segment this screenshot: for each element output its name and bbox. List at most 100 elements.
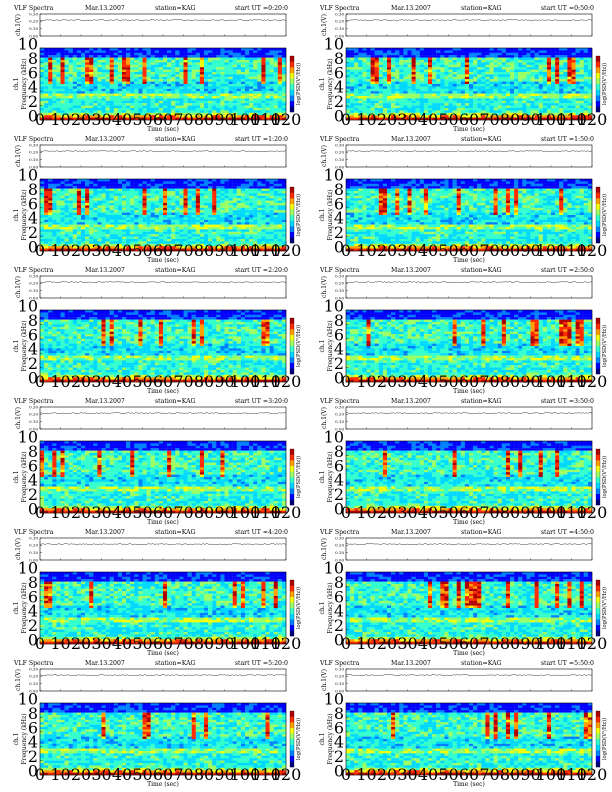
panel-station: station=KAG	[155, 267, 196, 274]
waveform-ytick: 0.10	[335, 681, 344, 686]
panel-header: VLF Spectra Mar.13.2007 station=KAG start U…	[13, 5, 288, 12]
panel-date: Mar.13.2007	[391, 660, 431, 667]
panel-start-time: start UT =5:20:0	[235, 660, 288, 667]
spectrogram-ytick: 0	[334, 500, 344, 519]
panel-date: Mar.13.2007	[85, 529, 125, 536]
colorbar-label: log(PSD(V²/Hz))	[601, 325, 608, 367]
spectrogram-xtick: 20	[71, 634, 91, 653]
spectrogram-xtick: 90	[214, 372, 234, 391]
waveform-ytick: 0.30	[335, 535, 344, 540]
spectrogram-xtick: 50	[438, 765, 458, 784]
spectrogram-xtick: 90	[520, 110, 540, 129]
spectrogram-xtick: 90	[520, 241, 540, 260]
spectrogram-xtick: 80	[194, 765, 214, 784]
spectrogram-ytick: 2	[334, 223, 344, 242]
spectrogram-xtick: 40	[418, 241, 438, 260]
spectrogram-ytick: 8	[28, 704, 38, 723]
waveform-line	[39, 412, 286, 415]
colorbar: log(PSD(V²/Hz))	[289, 186, 302, 244]
spectrogram-xtick: 60	[153, 241, 173, 260]
spectrogram-ytick: 6	[28, 718, 38, 737]
spectrogram-xtick: 70	[479, 503, 499, 522]
waveform-line	[39, 674, 287, 677]
colorbar: log(PSD(V²/Hz))	[289, 317, 302, 375]
spectrogram-xtick: 60	[153, 634, 173, 653]
waveform-ytick: 0.30	[335, 273, 344, 278]
spectrogram-xtick: 0	[341, 765, 351, 784]
spectrogram-ytick: 2	[334, 485, 344, 504]
waveform-ytick: 0.20	[29, 19, 38, 24]
spectrogram-ytick: 4	[334, 340, 344, 359]
panel-station: station=KAG	[155, 136, 196, 143]
spectrogram-ytick: 4	[28, 602, 38, 621]
spectrogram-xtick: 70	[173, 503, 193, 522]
spectrogram-xtick: 90	[520, 634, 540, 653]
spectrogram-xtick: 100	[230, 634, 261, 653]
spectrogram-xtick: 60	[459, 765, 479, 784]
spectrogram-xtick: 110	[250, 372, 281, 391]
spectrogram-xtick: 40	[418, 503, 438, 522]
spectrogram-xtick: 110	[250, 241, 281, 260]
spectrogram-heatmap	[40, 441, 287, 514]
waveform-line	[345, 150, 592, 153]
spectrogram-xtick: 0	[35, 110, 45, 129]
spectrogram-xtick: 120	[271, 765, 302, 784]
spectrogram-ytick: 2	[334, 354, 344, 373]
spectrogram-xtick: 40	[112, 110, 132, 129]
spectrogram-xtick: 60	[459, 634, 479, 653]
colorbar-label: log(PSD(V²/Hz))	[601, 718, 608, 760]
waveform-strip: ch.1(V) 0.00 0.10 0.20 0.30	[15, 666, 287, 693]
panel-station: station=KAG	[461, 529, 502, 536]
spectrogram-ytick: 8	[334, 573, 344, 592]
spectrogram-xtick: 110	[556, 241, 587, 260]
spectrogram-xlabel: Time (sec)	[147, 781, 179, 788]
spectrogram-ytick: 10	[18, 297, 38, 316]
spectrogram-ytick: 6	[28, 63, 38, 82]
spectrogram-xtick: 70	[479, 372, 499, 391]
panel-station: station=KAG	[155, 5, 196, 12]
panel-start-time: start UT =0:20:0	[235, 5, 288, 12]
spectrogram-xtick: 30	[397, 110, 417, 129]
colorbar-label: log(PSD(V²/Hz))	[295, 456, 302, 498]
spectrogram-xtick: 80	[500, 110, 520, 129]
spectrogram-xtick: 70	[173, 241, 193, 260]
spectrogram-xtick: 20	[71, 372, 91, 391]
waveform-ytick: 0.20	[335, 543, 344, 548]
spectrogram-xtick: 10	[356, 503, 376, 522]
spectrogram-ylabel-channel: ch.1	[13, 471, 20, 484]
spectrogram-panel: VLF Spectra Mar.13.2007 station=KAG start U…	[13, 136, 302, 264]
waveform-ytick: 0.00	[29, 164, 38, 169]
spectrogram-ylabel: Frequency (kHz)	[327, 451, 334, 502]
spectrogram-xtick: 70	[479, 110, 499, 129]
panel-start-time: start UT =1:20:0	[235, 136, 288, 143]
waveform-ylabel: ch.1(V)	[321, 538, 328, 560]
spectrogram-heatmap	[40, 179, 287, 252]
spectrogram-xtick: 70	[173, 110, 193, 129]
waveform-ytick: 0.10	[29, 681, 38, 686]
spectrogram-ytick: 4	[334, 602, 344, 621]
spectrogram-xtick: 0	[341, 372, 351, 391]
panel-date: Mar.13.2007	[85, 5, 125, 12]
spectrogram-xtick: 20	[377, 503, 397, 522]
spectrogram-ytick: 0	[28, 500, 38, 519]
spectrogram-ytick: 4	[28, 340, 38, 359]
spectrogram-xtick: 120	[271, 503, 302, 522]
spectrogram-xtick: 40	[418, 765, 438, 784]
panel-date: Mar.13.2007	[85, 398, 125, 405]
spectrogram-ytick: 4	[334, 733, 344, 752]
spectrogram-panel: VLF Spectra Mar.13.2007 station=KAG start U…	[13, 660, 302, 788]
spectrogram-xtick: 80	[194, 503, 214, 522]
spectrogram-xtick: 40	[112, 634, 132, 653]
spectrogram-xtick: 0	[341, 110, 351, 129]
spectrogram-ytick: 10	[324, 428, 344, 447]
waveform-ylabel: ch.1(V)	[15, 407, 22, 429]
spectrogram-ylabel: Frequency (kHz)	[21, 58, 28, 109]
waveform-line	[39, 281, 287, 284]
spectrogram-ylabel: Frequency (kHz)	[21, 713, 28, 764]
spectrogram-ytick: 0	[334, 107, 344, 126]
spectrogram-heatmap	[346, 441, 593, 514]
spectrogram-xtick: 110	[250, 634, 281, 653]
spectrogram-xtick: 60	[459, 503, 479, 522]
waveform-ytick: 0.20	[335, 150, 344, 155]
spectrogram-xtick: 40	[418, 634, 438, 653]
